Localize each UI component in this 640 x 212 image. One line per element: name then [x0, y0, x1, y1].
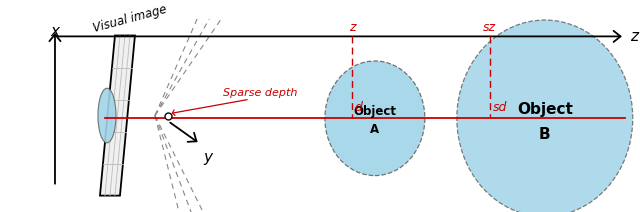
Text: sd: sd [493, 101, 507, 114]
Text: Object: Object [353, 105, 396, 117]
Text: d: d [355, 101, 363, 114]
Text: x: x [51, 24, 60, 39]
Text: z: z [349, 21, 355, 34]
Ellipse shape [98, 88, 116, 143]
Text: sz: sz [483, 21, 496, 34]
Text: Object: Object [517, 102, 573, 117]
Text: B: B [539, 127, 550, 142]
Polygon shape [100, 35, 135, 196]
Text: z: z [630, 29, 637, 44]
Text: y: y [204, 150, 212, 165]
Text: Visual image: Visual image [92, 2, 168, 35]
Ellipse shape [457, 20, 633, 212]
Text: Sparse depth: Sparse depth [223, 88, 297, 98]
Text: A: A [371, 123, 380, 136]
Ellipse shape [325, 61, 425, 176]
